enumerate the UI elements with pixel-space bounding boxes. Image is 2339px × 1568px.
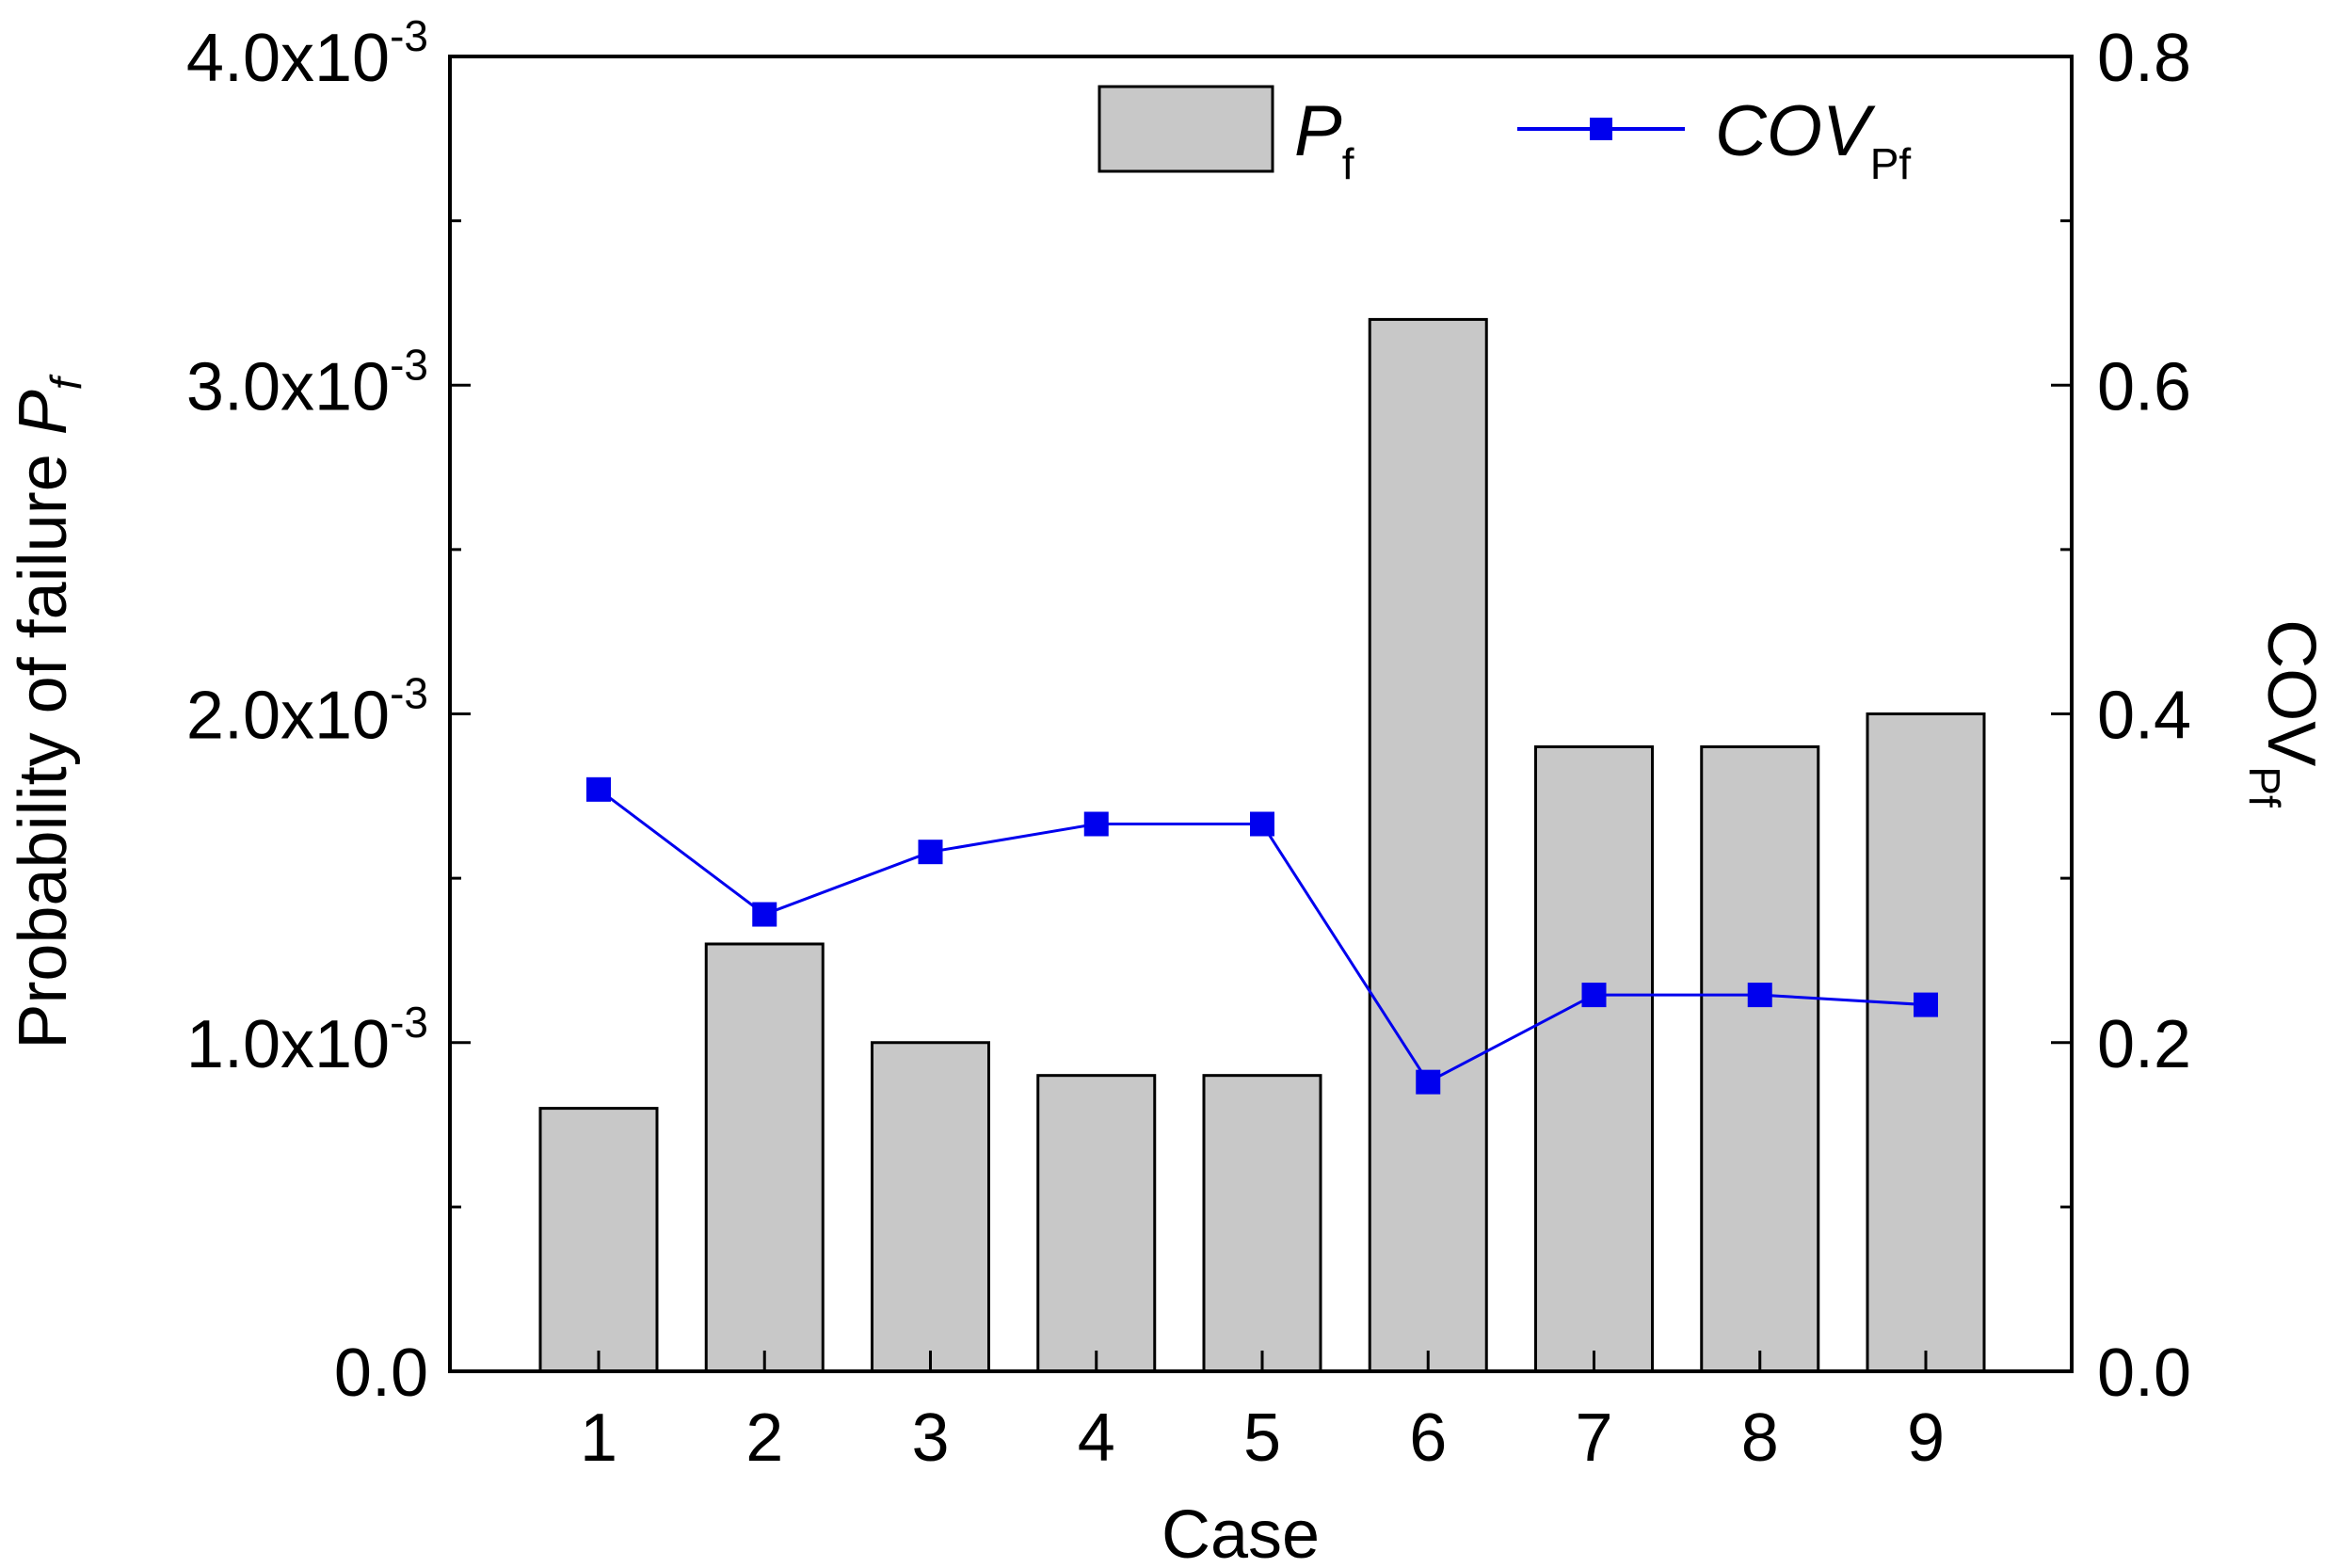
right-axis-label-sub: Pf bbox=[2240, 766, 2289, 808]
bar-case-5 bbox=[1202, 1074, 1322, 1373]
left-tick-label: 3.0x10-3 bbox=[186, 340, 428, 424]
right-tick-label: 0.8 bbox=[2097, 21, 2191, 96]
left-tick-label: 0.0 bbox=[334, 1336, 428, 1411]
legend-bar-swatch bbox=[1097, 85, 1274, 173]
left-tick-base: 3.0x10 bbox=[186, 349, 390, 424]
legend-line-label: COVPf bbox=[1715, 91, 1911, 188]
right-tick-label: 0.0 bbox=[2097, 1336, 2191, 1411]
bar-case-3 bbox=[871, 1041, 990, 1373]
cov-point-case-3 bbox=[918, 840, 943, 865]
bar-case-2 bbox=[704, 942, 825, 1373]
legend-bar-symbol: P bbox=[1294, 91, 1342, 171]
bar-series bbox=[538, 317, 1986, 1373]
legend-line-symbol: COV bbox=[1715, 91, 1876, 171]
ticks: 0.01.0x10-32.0x10-33.0x10-34.0x10-30.00.… bbox=[186, 11, 2191, 1476]
bar-case-6 bbox=[1368, 317, 1488, 1373]
legend-line-marker bbox=[1590, 118, 1612, 140]
legend: Pf COVPf bbox=[1097, 85, 1911, 188]
left-tick-label: 1.0x10-3 bbox=[186, 998, 428, 1082]
cov-point-case-7 bbox=[1581, 983, 1607, 1008]
legend-bar-sub: f bbox=[1342, 139, 1354, 188]
left-axis-label: Probability of failure Pf bbox=[6, 374, 90, 1048]
left-axis-label-text: Probability of failure bbox=[6, 454, 81, 1048]
bar-case-9 bbox=[1866, 712, 1986, 1373]
left-tick-exponent: -3 bbox=[390, 340, 428, 389]
left-tick-base: 4.0x10 bbox=[186, 21, 390, 96]
left-tick-label: 2.0x10-3 bbox=[186, 669, 428, 754]
cov-point-case-2 bbox=[752, 902, 777, 927]
cov-point-case-6 bbox=[1416, 1069, 1441, 1095]
left-axis-label-symbol: P bbox=[6, 390, 81, 435]
bar-case-4 bbox=[1036, 1074, 1157, 1373]
left-axis-label-sub: f bbox=[41, 374, 90, 390]
cov-point-case-9 bbox=[1914, 992, 1938, 1017]
bar-case-1 bbox=[538, 1107, 659, 1373]
x-tick-label: 1 bbox=[580, 1400, 617, 1476]
x-tick-label: 3 bbox=[911, 1400, 949, 1476]
cov-point-case-8 bbox=[1747, 983, 1772, 1008]
x-tick-label: 5 bbox=[1243, 1400, 1281, 1476]
right-tick-label: 0.2 bbox=[2097, 1007, 2191, 1082]
x-tick-label: 7 bbox=[1575, 1400, 1612, 1476]
left-tick-base: 2.0x10 bbox=[186, 679, 390, 754]
left-tick-exponent: -3 bbox=[390, 11, 428, 60]
x-tick-label: 9 bbox=[1907, 1400, 1945, 1476]
left-tick-base: 0.0 bbox=[334, 1336, 428, 1411]
x-tick-label: 8 bbox=[1741, 1400, 1779, 1476]
cov-point-case-4 bbox=[1083, 811, 1109, 837]
bar-case-8 bbox=[1700, 744, 1820, 1373]
cov-point-case-5 bbox=[1250, 811, 1274, 837]
x-tick-label: 6 bbox=[1409, 1400, 1447, 1476]
cov-line-series bbox=[586, 776, 1938, 1095]
left-tick-base: 1.0x10 bbox=[186, 1007, 390, 1082]
cov-point-case-1 bbox=[586, 776, 611, 802]
right-axis-label-text: COV bbox=[2253, 619, 2329, 766]
legend-bar-label: Pf bbox=[1294, 91, 1354, 188]
left-tick-exponent: -3 bbox=[390, 669, 428, 718]
right-tick-label: 0.4 bbox=[2097, 679, 2191, 754]
left-tick-exponent: -3 bbox=[390, 998, 428, 1047]
right-axis-label: COVPf bbox=[2240, 619, 2329, 808]
x-tick-label: 2 bbox=[745, 1400, 783, 1476]
right-tick-label: 0.6 bbox=[2097, 349, 2191, 424]
x-tick-label: 4 bbox=[1078, 1400, 1115, 1476]
legend-line-sub: Pf bbox=[1870, 139, 1912, 188]
x-axis-label: Case bbox=[1161, 1497, 1320, 1568]
left-tick-label: 4.0x10-3 bbox=[186, 11, 428, 96]
bar-case-7 bbox=[1534, 744, 1654, 1373]
